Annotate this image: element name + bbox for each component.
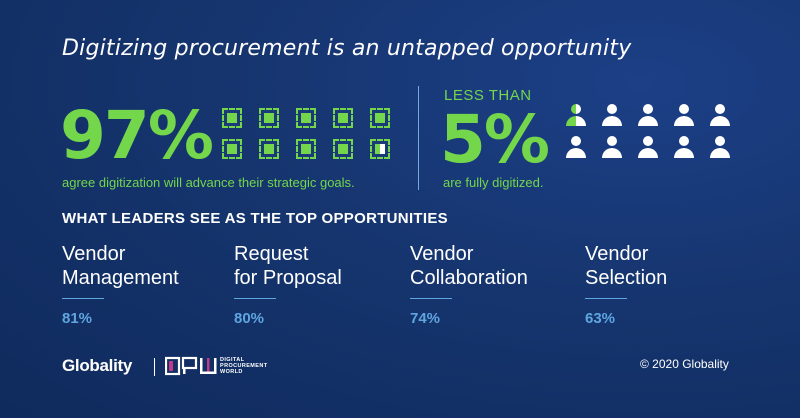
stat-5-description: are fully digitized. <box>443 175 544 190</box>
opportunity-divider <box>62 298 104 299</box>
chip-icon <box>222 108 242 128</box>
opportunity-value: 80% <box>234 310 265 327</box>
person-icon <box>673 136 695 160</box>
headline: Digitizing procurement is an untapped op… <box>62 36 632 61</box>
opportunity-label: Vendor Selection <box>585 243 668 289</box>
person-icon <box>565 136 587 160</box>
person-icon <box>709 136 731 160</box>
opportunity-divider <box>234 298 276 299</box>
globality-logo: Globality <box>62 356 133 375</box>
opportunity-label: Vendor Collaboration <box>410 243 528 289</box>
person-icon <box>673 104 695 128</box>
person-icon <box>637 136 659 160</box>
person-icon-grid <box>565 104 735 162</box>
opportunity-vendor-management: Vendor Management 81% <box>62 242 222 327</box>
chip-icon-grid <box>222 108 390 160</box>
opportunity-divider <box>585 298 627 299</box>
copyright: © 2020 Globality <box>640 357 729 371</box>
stat-97-description: agree digitization will advance their st… <box>62 175 355 190</box>
opportunity-value: 81% <box>62 310 93 327</box>
stat-5-prefix: LESS THAN <box>444 87 532 104</box>
chip-icon <box>259 108 279 128</box>
chip-icon <box>370 139 390 159</box>
chip-icon <box>222 139 242 159</box>
chip-icon <box>296 139 316 159</box>
person-icon <box>565 104 587 128</box>
opportunity-divider <box>410 298 452 299</box>
person-icon <box>601 104 623 128</box>
chip-icon <box>370 108 390 128</box>
chip-icon <box>333 139 353 159</box>
dpw-logo-text: DIGITAL PROCUREMENT WORLD <box>220 357 268 375</box>
person-icon <box>637 104 659 128</box>
opportunity-request-for-proposal: Request for Proposal 80% <box>234 242 394 327</box>
dpw-logo-icon <box>165 356 217 376</box>
chip-icon <box>296 108 316 128</box>
person-icon <box>709 104 731 128</box>
chip-icon <box>259 139 279 159</box>
stat-divider <box>418 86 419 190</box>
chip-icon <box>333 108 353 128</box>
stat-97-value: 97% <box>60 97 214 174</box>
section-title: WHAT LEADERS SEE AS THE TOP OPPORTUNITIE… <box>62 210 448 227</box>
opportunity-vendor-selection: Vendor Selection 63% <box>585 242 745 327</box>
opportunity-vendor-collaboration: Vendor Collaboration 74% <box>410 242 570 327</box>
opportunity-value: 74% <box>410 310 441 327</box>
stat-5-value: 5% <box>440 101 550 178</box>
opportunity-label: Vendor Management <box>62 243 179 289</box>
opportunity-value: 63% <box>585 310 616 327</box>
person-icon <box>601 136 623 160</box>
opportunity-label: Request for Proposal <box>234 243 342 289</box>
logo-separator <box>154 358 155 376</box>
